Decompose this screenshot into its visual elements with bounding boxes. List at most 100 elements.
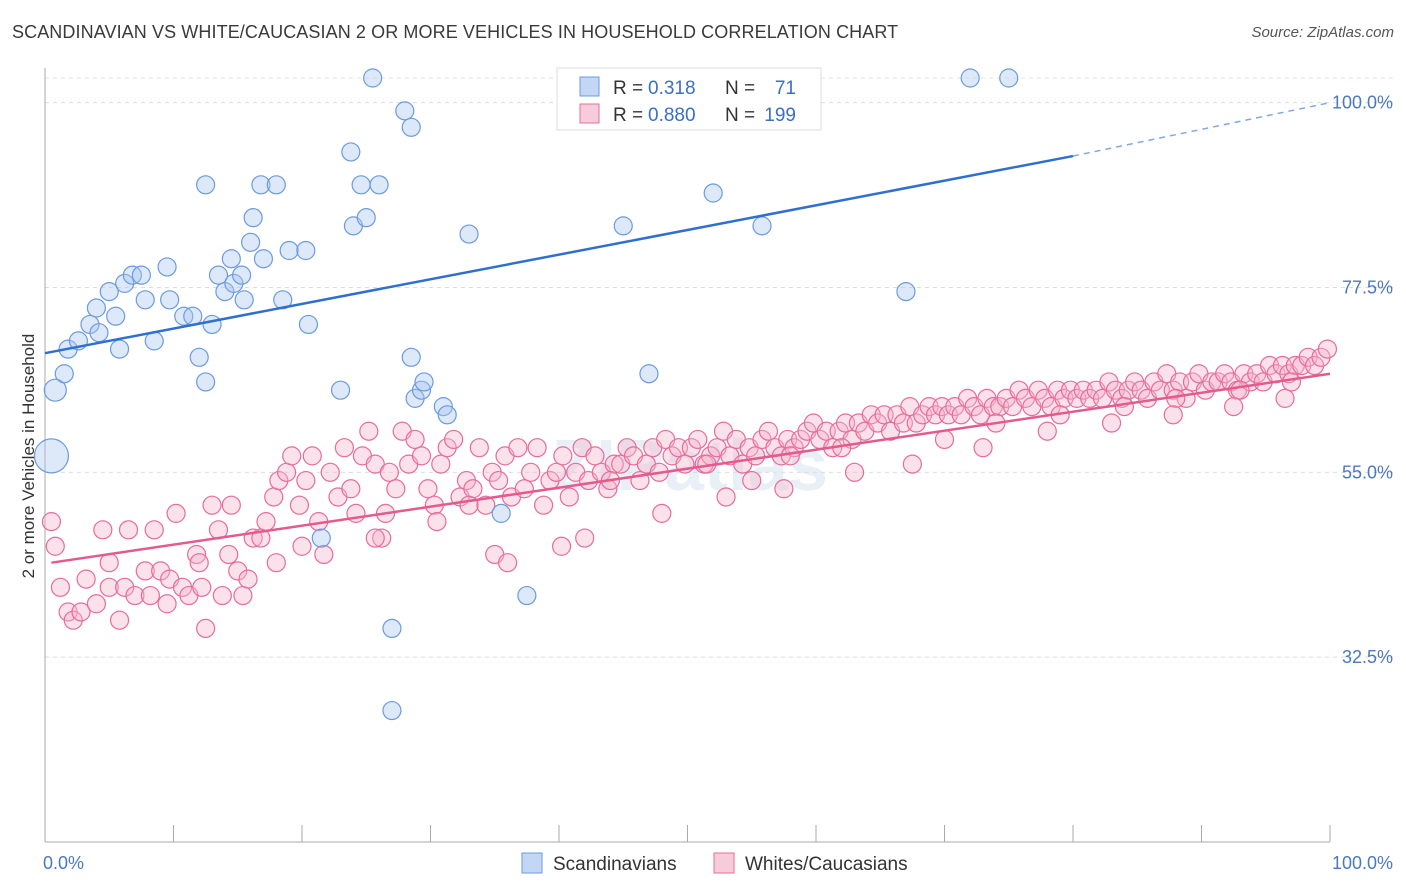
data-point [189, 347, 209, 367]
data-point [553, 446, 573, 466]
trend-line-scandinavians [44, 154, 1074, 355]
data-point [379, 462, 399, 482]
data-point [703, 183, 723, 203]
data-point [934, 429, 955, 450]
trend-line-scandinavians-extension [1072, 101, 1331, 157]
data-point [437, 405, 457, 425]
chart-source: Source: ZipAtlas.com [1251, 24, 1394, 41]
data-point [54, 364, 74, 384]
data-point [431, 454, 451, 474]
data-point [613, 216, 633, 236]
data-point [109, 610, 130, 630]
data-point [140, 585, 160, 606]
data-point [746, 446, 766, 466]
data-point [302, 446, 322, 466]
data-point [166, 503, 186, 523]
data-point [427, 512, 447, 532]
legend-r-value: 0.318 [648, 78, 696, 99]
data-point [115, 273, 135, 293]
data-point [160, 290, 180, 310]
legend-swatch [579, 103, 600, 124]
data-point [196, 175, 216, 195]
data-point [356, 208, 376, 228]
data-point [192, 577, 212, 597]
chart-title: SCANDINAVIAN VS WHITE/CAUCASIAN 2 OR MOR… [12, 22, 899, 42]
data-point [395, 101, 415, 121]
data-point [264, 487, 284, 507]
data-point [382, 618, 402, 639]
data-point [1230, 380, 1250, 400]
data-point [221, 495, 241, 515]
data-point [202, 314, 222, 335]
data-point [521, 462, 541, 482]
data-point [253, 249, 274, 269]
data-point [973, 438, 993, 458]
data-point [459, 224, 479, 244]
data-point [1163, 405, 1183, 425]
data-point [1281, 372, 1302, 392]
data-point [76, 569, 96, 589]
data-point [157, 257, 177, 277]
legend-n-label: N = [725, 78, 755, 99]
data-point [228, 561, 248, 581]
data-point [71, 602, 91, 622]
data-point [351, 175, 371, 195]
axes [44, 68, 1331, 843]
data-point [527, 438, 547, 458]
data-point [118, 520, 139, 540]
legend-series-swatch [713, 852, 735, 874]
data-point [298, 314, 319, 335]
data-point [758, 421, 779, 441]
data-point [491, 503, 511, 523]
legend-series: Scandinavians Whites/Caucasians [521, 852, 908, 875]
data-point [1275, 388, 1295, 408]
data-point [752, 216, 772, 236]
data-point [269, 470, 289, 491]
data-point [196, 618, 216, 639]
y-tick-label: 55.0% [1342, 462, 1393, 482]
legend-series-label: Scandinavians [553, 854, 677, 875]
data-point [311, 528, 331, 548]
data-point [224, 273, 244, 293]
data-point [498, 553, 518, 573]
data-point [256, 512, 276, 532]
data-point [365, 528, 385, 548]
data-point [296, 470, 316, 491]
data-point [202, 495, 222, 515]
data-point [1114, 397, 1135, 417]
series-scandinavians-points [33, 68, 1019, 721]
data-point [341, 479, 361, 499]
data-point [93, 520, 113, 540]
data-point [652, 503, 672, 523]
data-point [233, 585, 253, 606]
data-point [33, 438, 70, 474]
data-point [276, 462, 297, 482]
data-point [369, 175, 389, 195]
data-point [559, 487, 579, 507]
legend-series-label: Whites/Caucasians [745, 854, 908, 875]
data-point [372, 528, 392, 548]
legend-stats-box [556, 67, 822, 131]
trend-lines [44, 101, 1331, 564]
data-point [533, 495, 554, 515]
data-point [266, 175, 286, 195]
data-point [241, 232, 261, 252]
data-point [125, 585, 145, 606]
data-point [688, 429, 708, 450]
legend-n-label: N = [725, 105, 755, 126]
data-point [774, 479, 794, 499]
data-point [960, 68, 980, 88]
data-point [844, 462, 865, 482]
data-point [196, 372, 216, 392]
data-point [639, 364, 659, 384]
y-tick-label: 77.5% [1342, 277, 1393, 297]
trend-line-whites-caucasians [51, 372, 1331, 564]
x-tick-label: 100.0% [1332, 853, 1393, 873]
data-point [109, 339, 130, 359]
data-point [289, 495, 310, 515]
data-point [266, 553, 286, 573]
data-point [365, 454, 385, 474]
data-point [135, 561, 155, 581]
data-point [517, 585, 537, 606]
